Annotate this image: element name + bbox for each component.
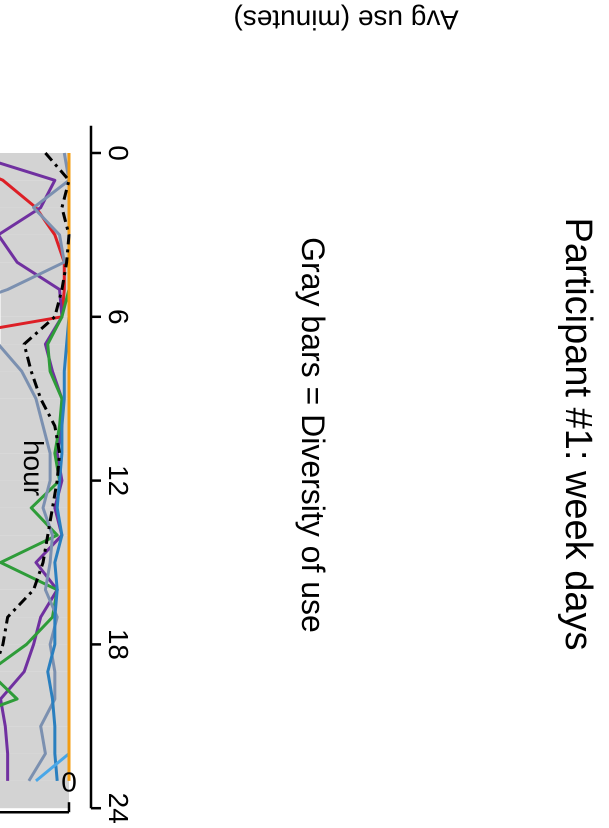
diversity-bar xyxy=(0,234,69,263)
y-axis-label: Avg use (minutes) xyxy=(233,5,458,36)
diversity-bar xyxy=(0,425,69,454)
series-line-8 xyxy=(0,152,71,782)
x-tick-label: 0 xyxy=(103,145,134,161)
diversity-bar xyxy=(0,480,69,508)
diversity-bar xyxy=(0,344,69,372)
diversity-bar xyxy=(0,699,69,727)
diversity-bar xyxy=(0,589,69,618)
x-tick-label: 6 xyxy=(103,309,134,325)
chart-annotation: Gray bars = Diversity of use xyxy=(295,237,331,633)
diversity-bar xyxy=(0,671,69,699)
diversity-bar xyxy=(0,644,69,672)
x-tick-label: 18 xyxy=(103,629,134,660)
x-tick-label: 24 xyxy=(103,793,134,824)
y-tick-label: 0 xyxy=(61,767,77,798)
series-line-4 xyxy=(0,152,71,782)
plot-area: 0612182405101520 xyxy=(0,125,134,824)
diversity-bar xyxy=(0,180,69,208)
diversity-bar xyxy=(0,726,69,754)
diversity-bar xyxy=(0,780,69,809)
axes: 0612182405101520 xyxy=(0,125,134,824)
x-axis-label: hour xyxy=(18,440,49,496)
diversity-bar xyxy=(0,371,69,399)
diversity-bar xyxy=(0,207,69,235)
chart-title: Participant #1: week days xyxy=(557,217,599,650)
diversity-bar xyxy=(0,289,69,317)
diversity-bar xyxy=(0,152,69,181)
series-lines xyxy=(0,151,71,783)
diversity-bar xyxy=(0,753,69,781)
x-tick-label: 12 xyxy=(103,465,134,496)
series-line-6 xyxy=(35,752,70,783)
diversity-bar xyxy=(0,453,69,481)
